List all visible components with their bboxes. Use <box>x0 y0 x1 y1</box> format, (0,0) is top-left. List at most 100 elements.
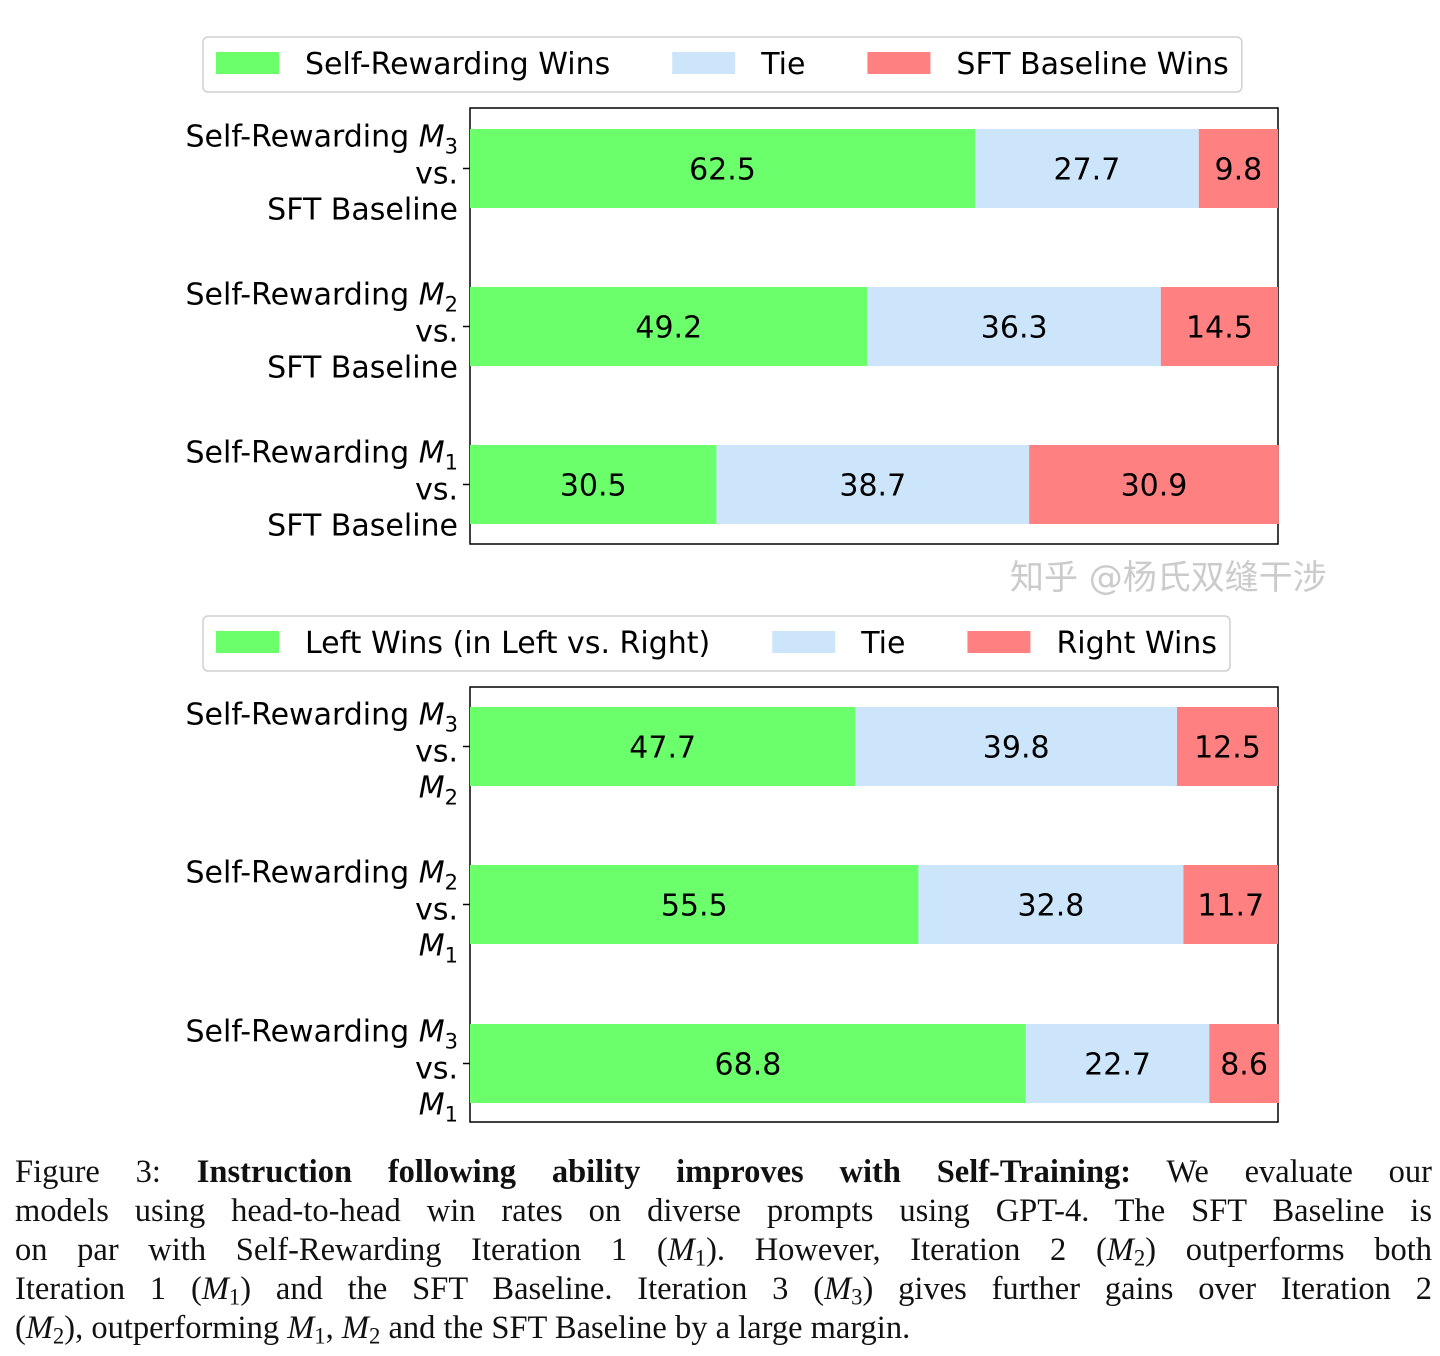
bar-segment <box>470 129 975 208</box>
bar-value-label: 47.7 <box>629 731 696 766</box>
chart-1: Self-Rewarding Wins Tie SFT Baseline Wins 6… <box>186 36 1279 545</box>
bar-value-label: 9.8 <box>1215 153 1263 188</box>
bar-segment <box>470 445 717 524</box>
label-text: Self-Rewarding <box>186 436 419 471</box>
caption-text: ), outperforming <box>64 1310 288 1346</box>
model-subscript: 1 <box>445 451 458 475</box>
bar-value-label: 55.5 <box>661 889 728 924</box>
bar-segment <box>918 865 1184 944</box>
caption-text: ) gives further gains over Iteration 2 <box>862 1271 1432 1307</box>
caption-text: Figure 3: <box>15 1154 197 1190</box>
legend-frame <box>202 615 1231 672</box>
model-var: M <box>419 698 445 733</box>
y-tick-label-line3: M2 <box>419 771 458 810</box>
bar-segment <box>470 287 868 366</box>
y-tick-label-line3: SFT Baseline <box>267 509 458 544</box>
caption-text: We evaluate our <box>1131 1154 1432 1190</box>
bar-segment <box>855 707 1177 786</box>
bar-segment <box>1025 1024 1210 1103</box>
model-subscript: 3 <box>445 713 458 737</box>
y-tick-label-line3: SFT Baseline <box>267 193 458 228</box>
bar-segment <box>867 287 1161 366</box>
caption-math: M2 <box>25 1310 65 1349</box>
legend-swatch <box>216 631 279 653</box>
caption-math: M1 <box>287 1310 326 1349</box>
bar-value-label: 12.5 <box>1194 731 1261 766</box>
legend-swatch <box>867 52 931 74</box>
caption-text: ) and the SFT Baseline. Iteration 3 ( <box>240 1271 825 1307</box>
figure-caption: Figure 3: Instruction following ability … <box>15 1153 1432 1348</box>
caption-text: models using head-to-head win rates on d… <box>15 1193 1432 1229</box>
legend-label: Tie <box>760 47 805 82</box>
caption-text: , <box>325 1310 342 1346</box>
model-var: M <box>419 436 445 471</box>
caption-text: and the SFT Baseline by a large margin. <box>380 1310 911 1346</box>
bar-segment <box>470 865 919 944</box>
bar-value-label: 68.8 <box>715 1048 782 1083</box>
bar-value-label: 62.5 <box>689 153 756 188</box>
caption-math: M1 <box>667 1232 707 1271</box>
legend-label: Tie <box>860 626 905 661</box>
caption-math: M1 <box>201 1271 241 1310</box>
bar-segment <box>716 445 1030 524</box>
caption-text: ( <box>15 1310 26 1346</box>
legend: Self-Rewarding Wins Tie SFT Baseline Wins <box>202 36 1243 93</box>
bar-value-label: 22.7 <box>1084 1048 1151 1083</box>
y-tick-label-line1: Self-Rewarding M3 <box>186 698 459 737</box>
y-tick-label-line1: Self-Rewarding M2 <box>186 278 459 317</box>
label-text: Self-Rewarding <box>186 856 419 891</box>
label-text: Self-Rewarding <box>186 278 419 313</box>
model-subscript: 2 <box>445 871 458 895</box>
label-text: Self-Rewarding <box>186 698 419 733</box>
model-var: M <box>419 1088 445 1123</box>
bar-value-label: 49.2 <box>635 311 702 346</box>
model-var: M <box>419 278 445 313</box>
bar-segment <box>1160 287 1278 366</box>
legend-label: Left Wins (in Left vs. Right) <box>305 626 710 661</box>
bar-segment <box>1029 445 1279 524</box>
legend-label: Right Wins <box>1056 626 1217 661</box>
model-var: M <box>419 771 445 806</box>
legend-swatch <box>772 631 836 653</box>
model-subscript: 1 <box>445 1103 458 1127</box>
model-var: M <box>419 120 445 155</box>
model-var: M <box>419 1015 445 1050</box>
bar-value-label: 8.6 <box>1220 1048 1268 1083</box>
label-text: Self-Rewarding <box>186 120 419 155</box>
label-text: Self-Rewarding <box>186 1015 419 1050</box>
bar-segment <box>1177 707 1278 786</box>
bar-value-label: 27.7 <box>1054 153 1121 188</box>
caption-text: on par with Self-Rewarding Iteration 1 ( <box>15 1232 668 1268</box>
caption-line: models using head-to-head win rates on d… <box>15 1192 1432 1231</box>
y-tick-label-line2: vs. <box>415 473 458 508</box>
caption-text: ) outperforms both <box>1145 1232 1432 1268</box>
y-tick-label-line3: SFT Baseline <box>267 351 458 386</box>
bar-value-label: 38.7 <box>839 469 906 504</box>
y-tick-label-line2: vs. <box>415 157 458 192</box>
bar-value-label: 39.8 <box>983 731 1050 766</box>
bar-value-label: 11.7 <box>1197 889 1264 924</box>
bar-value-label: 36.3 <box>981 311 1048 346</box>
legend-label: SFT Baseline Wins <box>956 47 1228 82</box>
caption-math: M2 <box>1106 1232 1146 1271</box>
y-tick-label-line3: M1 <box>419 1088 458 1127</box>
caption-line: (M2), outperforming M1, M2 and the SFT B… <box>15 1309 1432 1348</box>
model-subscript: 2 <box>445 786 458 810</box>
y-tick-label-line1: Self-Rewarding M3 <box>186 1015 459 1054</box>
bar-segment <box>1198 129 1278 208</box>
caption-math: M2 <box>341 1310 381 1349</box>
y-tick-label-line3: M1 <box>419 929 458 968</box>
y-tick-label-line2: vs. <box>415 735 458 770</box>
bar-value-label: 32.8 <box>1018 889 1085 924</box>
bar-segment <box>1209 1024 1279 1103</box>
model-subscript: 3 <box>445 1030 458 1054</box>
caption-line: Figure 3: Instruction following ability … <box>15 1153 1432 1192</box>
y-tick-label-line2: vs. <box>415 1052 458 1087</box>
chart-2: Left Wins (in Left vs. Right) Tie Right Wi… <box>186 615 1279 1127</box>
bar-value-label: 30.9 <box>1121 469 1188 504</box>
caption-line: Iteration 1 (M1) and the SFT Baseline. I… <box>15 1270 1432 1309</box>
model-var: M <box>419 929 445 964</box>
figure-charts: Self-Rewarding Wins Tie SFT Baseline Wins 6… <box>186 36 1279 1127</box>
legend-swatch <box>216 52 279 74</box>
model-subscript: 3 <box>445 135 458 159</box>
